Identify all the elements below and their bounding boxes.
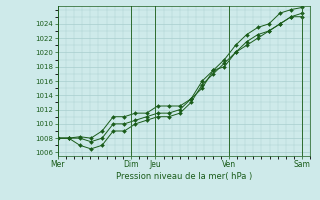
X-axis label: Pression niveau de la mer( hPa ): Pression niveau de la mer( hPa )	[116, 172, 252, 181]
